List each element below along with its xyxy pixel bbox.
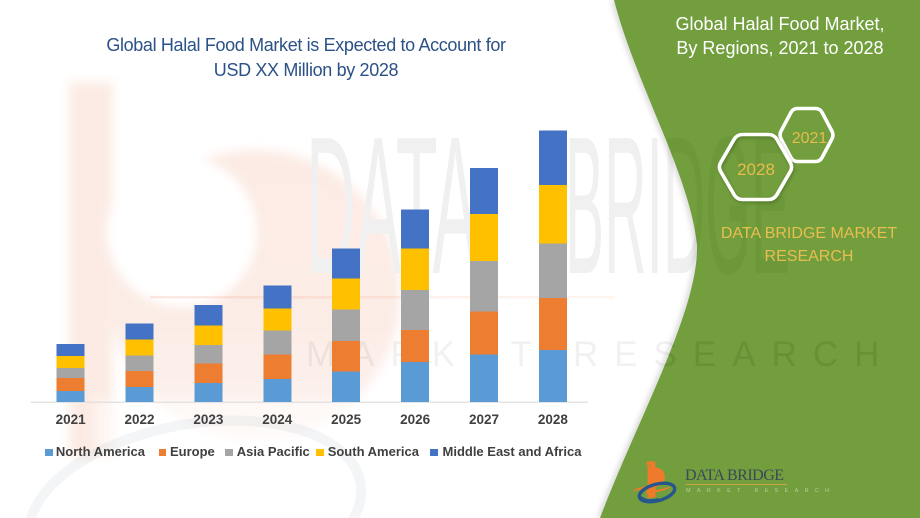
svg-text:DATA: DATA <box>306 96 478 315</box>
